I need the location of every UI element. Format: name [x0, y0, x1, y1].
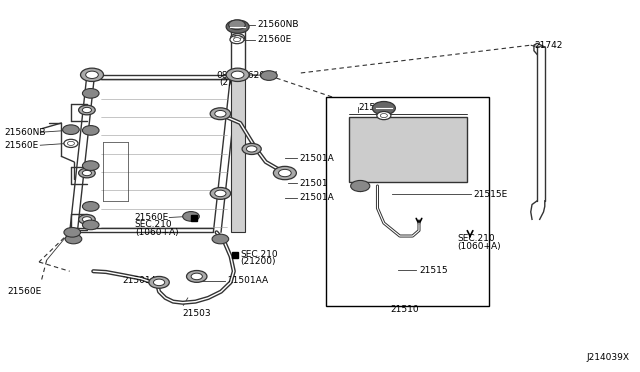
Circle shape	[83, 217, 92, 222]
Text: 21560E: 21560E	[257, 35, 292, 44]
Circle shape	[215, 110, 226, 117]
Circle shape	[83, 161, 99, 170]
Circle shape	[186, 270, 207, 282]
Circle shape	[149, 276, 170, 288]
Text: 21515: 21515	[419, 266, 447, 275]
Polygon shape	[230, 75, 244, 232]
Circle shape	[83, 108, 92, 113]
Circle shape	[351, 180, 370, 192]
Circle shape	[231, 71, 244, 78]
Text: 08146-6202H: 08146-6202H	[216, 71, 277, 80]
Circle shape	[83, 126, 99, 135]
Text: (2): (2)	[219, 78, 232, 87]
Circle shape	[226, 20, 249, 33]
Text: (1060+A): (1060+A)	[135, 228, 179, 237]
Circle shape	[83, 89, 99, 98]
Circle shape	[64, 228, 81, 237]
Text: 21503: 21503	[182, 310, 211, 318]
Text: 21560E: 21560E	[7, 287, 42, 296]
Circle shape	[81, 68, 104, 81]
Circle shape	[83, 170, 92, 176]
Text: 21501: 21501	[300, 179, 328, 187]
Text: 21560NB: 21560NB	[257, 20, 299, 29]
Circle shape	[234, 36, 241, 40]
Circle shape	[230, 34, 244, 42]
Text: 21560NB: 21560NB	[4, 128, 45, 137]
Circle shape	[228, 20, 245, 30]
Circle shape	[377, 112, 391, 120]
Circle shape	[380, 113, 387, 118]
Circle shape	[63, 125, 79, 135]
Text: (21200): (21200)	[240, 257, 276, 266]
Polygon shape	[349, 118, 467, 182]
Text: 21742: 21742	[534, 41, 563, 51]
Circle shape	[154, 279, 164, 286]
Circle shape	[83, 202, 99, 211]
Circle shape	[230, 36, 244, 44]
Circle shape	[83, 220, 99, 230]
Text: SEC.210: SEC.210	[135, 221, 172, 230]
Text: J214039X: J214039X	[587, 353, 630, 362]
Text: 21510: 21510	[390, 305, 419, 314]
Text: 21516: 21516	[358, 103, 387, 112]
Circle shape	[210, 108, 230, 120]
Circle shape	[226, 68, 249, 81]
Circle shape	[64, 139, 78, 147]
Circle shape	[234, 38, 241, 42]
Circle shape	[242, 143, 261, 154]
Circle shape	[79, 105, 95, 115]
Text: SEC.210: SEC.210	[240, 250, 278, 259]
Circle shape	[215, 190, 226, 197]
Text: (1060+A): (1060+A)	[458, 241, 501, 250]
Circle shape	[65, 234, 82, 244]
Text: SEC.210: SEC.210	[458, 234, 495, 243]
Circle shape	[182, 212, 199, 221]
Text: 21501A: 21501A	[300, 193, 334, 202]
Text: 21501A: 21501A	[300, 154, 334, 163]
Circle shape	[191, 273, 202, 280]
Circle shape	[372, 102, 396, 115]
Circle shape	[273, 166, 296, 180]
Circle shape	[67, 141, 74, 145]
Text: 21501AA: 21501AA	[227, 276, 269, 285]
Circle shape	[86, 71, 99, 78]
Circle shape	[212, 234, 228, 244]
Circle shape	[79, 168, 95, 178]
Circle shape	[246, 146, 257, 152]
Bar	[326, 97, 489, 307]
Text: 21501AA: 21501AA	[122, 276, 163, 285]
Circle shape	[79, 215, 95, 224]
Text: 21560E: 21560E	[135, 213, 169, 222]
Circle shape	[260, 71, 277, 80]
Text: 21560E: 21560E	[4, 141, 38, 150]
Text: 21515E: 21515E	[473, 190, 508, 199]
Circle shape	[278, 169, 291, 177]
Circle shape	[210, 187, 230, 199]
